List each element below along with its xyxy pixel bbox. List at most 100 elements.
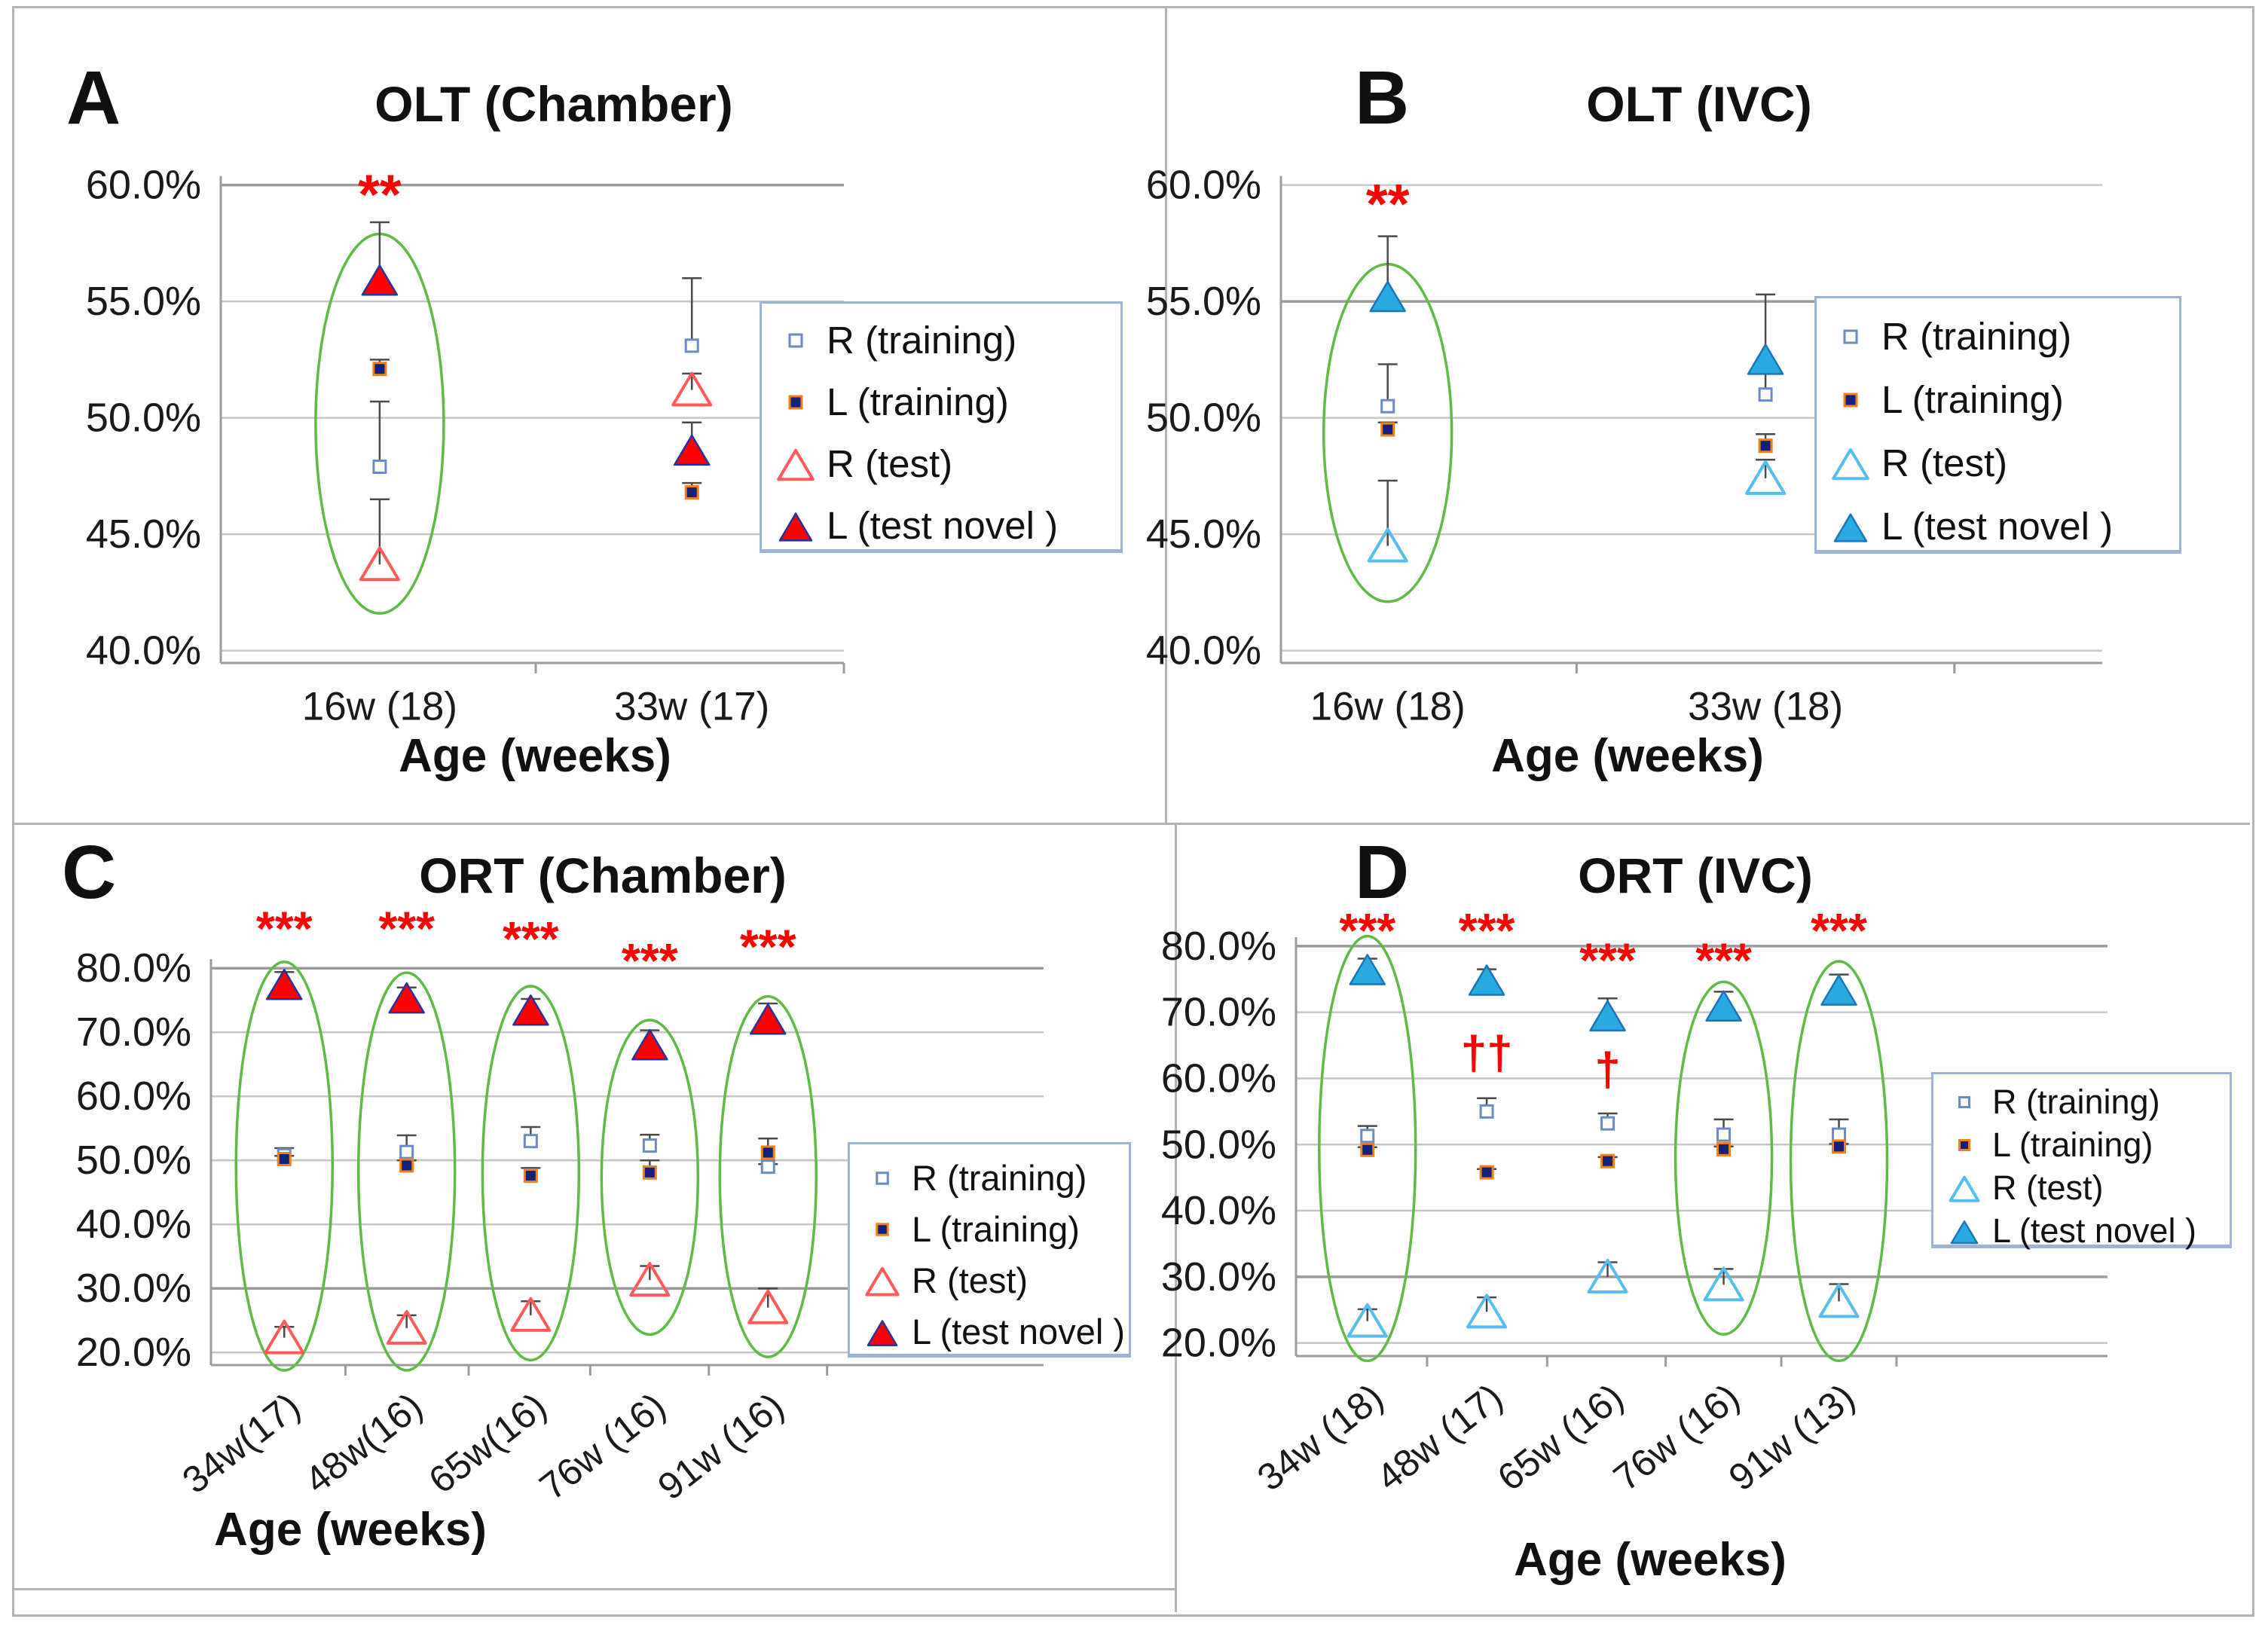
- y-tick-label: 70.0%: [76, 1009, 191, 1055]
- y-tick-label: 40.0%: [1161, 1188, 1276, 1233]
- legend-item-l-test-novel: L (test novel ): [1830, 504, 2113, 548]
- panel-divider-vertical-bottom: [1175, 823, 1177, 1612]
- panel-divider-horizontal: [12, 823, 2250, 825]
- panel-a-letter: A: [66, 56, 121, 140]
- legend-item-l-test-novel: L (test novel ): [1947, 1211, 2196, 1251]
- legend-label: R (training): [1992, 1083, 2160, 1121]
- legend-item-r-training: R (training): [775, 318, 1016, 362]
- panel-a-plot: 60.0% 55.0% 50.0% 45.0% 40.0% 16w (18) 33w (17…: [86, 163, 845, 729]
- y-tick-label: 55.0%: [1146, 279, 1261, 324]
- x-category-label: 34w (18): [1249, 1376, 1391, 1499]
- x-category-label: 65w (16): [1490, 1376, 1631, 1499]
- legend-item-l-test-novel: L (test novel ): [775, 503, 1058, 548]
- legend-marker-icon: [1833, 512, 1868, 542]
- panel-b-letter: B: [1355, 56, 1410, 140]
- panel-d-letter: D: [1355, 830, 1410, 915]
- legend-label: R (training): [827, 319, 1017, 362]
- legend-marker-icon: [778, 512, 813, 542]
- legend-label: R (test): [827, 442, 953, 485]
- y-tick-label: 20.0%: [76, 1330, 191, 1375]
- legend-item-l-training: L (training): [1947, 1126, 2153, 1165]
- legend-marker-icon: [876, 1222, 889, 1236]
- y-tick-label: 30.0%: [76, 1266, 191, 1311]
- significance-mark: ***: [622, 933, 678, 988]
- y-tick-label: 45.0%: [1146, 512, 1261, 557]
- legend-label: R (test): [1881, 441, 2008, 484]
- legend-marker-icon: [1832, 447, 1869, 480]
- legend-marker-icon: [777, 448, 815, 481]
- legend-item-l-test-novel: L (test novel ): [863, 1311, 1125, 1352]
- legend-item-r-test: R (test): [1830, 441, 2007, 485]
- x-category-label: 48w (17): [1369, 1376, 1511, 1499]
- highlight-ellipse: [1789, 960, 1889, 1363]
- y-tick-label: 20.0%: [1161, 1321, 1276, 1366]
- y-tick-label: 55.0%: [86, 279, 201, 324]
- legend-marker-icon: [1958, 1139, 1970, 1151]
- highlight-ellipse: [1673, 980, 1774, 1336]
- legend-label: L (test novel ): [912, 1312, 1125, 1352]
- legend-label: L (test novel ): [827, 504, 1059, 547]
- significance-mark: ***: [1811, 903, 1867, 958]
- highlight-ellipse: [600, 1019, 700, 1336]
- legend-label: L (test novel ): [1992, 1211, 2196, 1250]
- y-tick-label: 60.0%: [1146, 163, 1261, 208]
- legend-item-r-training: R (training): [1830, 314, 2071, 359]
- panel-c-letter: C: [62, 830, 117, 915]
- legend-marker-icon: [1843, 329, 1858, 344]
- panel-b-title: OLT (IVC): [1586, 76, 1812, 132]
- y-tick-label: 50.0%: [1161, 1122, 1276, 1167]
- legend-item-r-test: R (test): [1947, 1168, 2104, 1208]
- significance-mark: ***: [378, 902, 435, 956]
- legend-marker-icon: [867, 1319, 898, 1346]
- legend-label: L (training): [912, 1209, 1080, 1249]
- legend-marker-icon: [788, 395, 803, 409]
- legend-item-r-test: R (test): [863, 1260, 1028, 1301]
- significance-mark: ***: [1339, 903, 1395, 958]
- legend-label: R (test): [912, 1260, 1029, 1300]
- legend-label: L (training): [1992, 1126, 2153, 1164]
- panel-a-title: OLT (Chamber): [374, 76, 733, 132]
- legend-item-l-training: L (training): [1830, 377, 2064, 422]
- legend-marker-icon: [1950, 1220, 1979, 1245]
- significance-mark: ***: [1459, 903, 1515, 958]
- y-tick-label: 70.0%: [1161, 990, 1276, 1035]
- x-category-label: 16w (18): [1310, 685, 1466, 729]
- panel-c-x-axis-title: Age (weeks): [214, 1504, 487, 1556]
- y-tick-label: 50.0%: [76, 1138, 191, 1183]
- panel-d-legend: R (training) L (training) R (test) L (test …: [1931, 1072, 2232, 1251]
- legend-item-r-training: R (training): [1947, 1083, 2160, 1122]
- significance-mark: **: [1366, 173, 1410, 235]
- panel-c-title: ORT (Chamber): [419, 848, 787, 903]
- x-category-label: 91w (16): [650, 1385, 792, 1508]
- x-category-label: 76w (16): [1606, 1376, 1747, 1499]
- panel-a-legend: R (training) L (training) R (test) L (test …: [760, 301, 1123, 553]
- panel-c-legend: R (training) L (training) R (test) L (test …: [848, 1142, 1131, 1358]
- y-tick-label: 60.0%: [86, 163, 201, 208]
- legend-label: R (training): [912, 1158, 1087, 1198]
- legend-marker-icon: [1949, 1175, 1980, 1202]
- panel-b-legend: R (training) L (training) R (test) L (test …: [1814, 296, 2181, 554]
- legend-item-l-training: L (training): [775, 380, 1009, 424]
- y-tick-label: 80.0%: [1161, 924, 1276, 969]
- y-tick-label: 40.0%: [76, 1202, 191, 1247]
- significance-mark: ***: [1579, 933, 1636, 987]
- significance-mark: **: [358, 163, 402, 225]
- y-tick-label: 45.0%: [86, 512, 201, 557]
- highlight-ellipse: [481, 985, 581, 1362]
- y-tick-label: 30.0%: [1161, 1254, 1276, 1300]
- highlight-ellipse: [234, 960, 334, 1372]
- panel-divider-vertical-top: [1165, 6, 1167, 825]
- legend-item-r-test: R (test): [775, 441, 952, 486]
- legend-label: L (test novel ): [1881, 505, 2114, 548]
- legend-marker-icon: [1958, 1096, 1970, 1108]
- x-category-label: 34w(17): [175, 1385, 308, 1501]
- significance-mark: ***: [740, 919, 796, 973]
- legend-label: R (test): [1992, 1168, 2104, 1207]
- y-tick-label: 40.0%: [86, 628, 201, 673]
- panel-b-x-axis-title: Age (weeks): [1491, 730, 1764, 782]
- x-category-label: 65w(16): [421, 1385, 555, 1501]
- legend-item-l-training: L (training): [863, 1208, 1080, 1250]
- legend-marker-icon: [865, 1266, 900, 1297]
